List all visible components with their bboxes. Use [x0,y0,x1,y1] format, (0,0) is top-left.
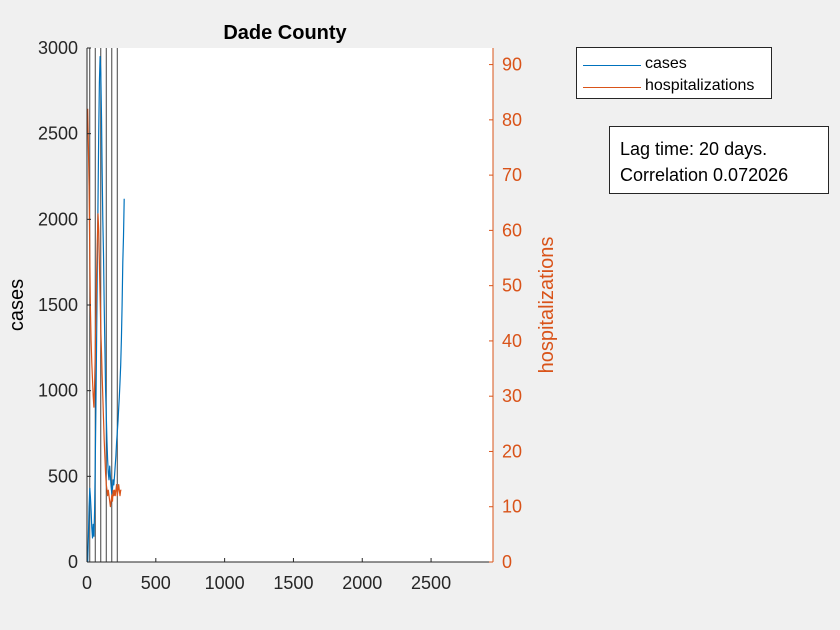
axes-background [87,48,493,562]
x-tick-label-2500: 2500 [411,573,451,593]
y-right-tick-label-90: 90 [502,55,522,75]
y-right-tick-label-20: 20 [502,441,522,461]
x-tick-label-1000: 1000 [205,573,245,593]
series-line-hospitalizations [87,108,122,508]
y-right-tick-label-80: 80 [502,110,522,130]
y-left-tick-label-1500: 1500 [38,295,78,315]
y-left-tick-label-3000: 3000 [38,38,78,58]
annotation-lag-time: Lag time: 20 days. [620,139,768,159]
legend-item-hospitalizations: hospitalizations [577,75,771,97]
y-right-tick-label-70: 70 [502,165,522,185]
y-axis-left: 0 500 1000 1500 2000 2500 3000 [38,38,91,572]
x-tick-label-0: 0 [82,573,92,593]
legend: cases hospitalizations [576,47,772,99]
y-axis-right-label: hospitalizations [536,237,558,374]
y-right-tick-label-60: 60 [502,220,522,240]
legend-swatch-hospitalizations [583,87,641,88]
chart-title: Dade County [223,22,347,44]
y-left-tick-label-0: 0 [68,552,78,572]
y-axis-left-label: cases [6,279,28,331]
annotation-correlation: Correlation 0.072026 [620,165,789,185]
series-layer [87,55,125,563]
y-left-tick-label-2000: 2000 [38,209,78,229]
x-axis: 0 500 1000 1500 2000 2500 [82,558,451,593]
legend-label-hospitalizations: hospitalizations [645,77,755,94]
x-tick-label-1500: 1500 [273,573,313,593]
x-tick-label-500: 500 [141,573,171,593]
y-left-tick-label-1000: 1000 [38,381,78,401]
series-line-cases [87,55,125,563]
legend-item-cases: cases [577,53,771,75]
annotation-box: Lag time: 20 days. Correlation 0.072026 [609,126,829,194]
x-tick-label-2000: 2000 [342,573,382,593]
y-right-tick-label-30: 30 [502,386,522,406]
y-axis-right: 0 10 20 30 40 50 60 70 80 90 [489,55,522,572]
legend-label-cases: cases [645,55,687,72]
y-right-tick-label-10: 10 [502,497,522,517]
y-right-tick-label-50: 50 [502,276,522,296]
y-right-tick-label-40: 40 [502,331,522,351]
y-left-tick-label-2500: 2500 [38,124,78,144]
y-right-tick-label-0: 0 [502,552,512,572]
y-left-tick-label-500: 500 [48,466,78,486]
legend-swatch-cases [583,65,641,66]
